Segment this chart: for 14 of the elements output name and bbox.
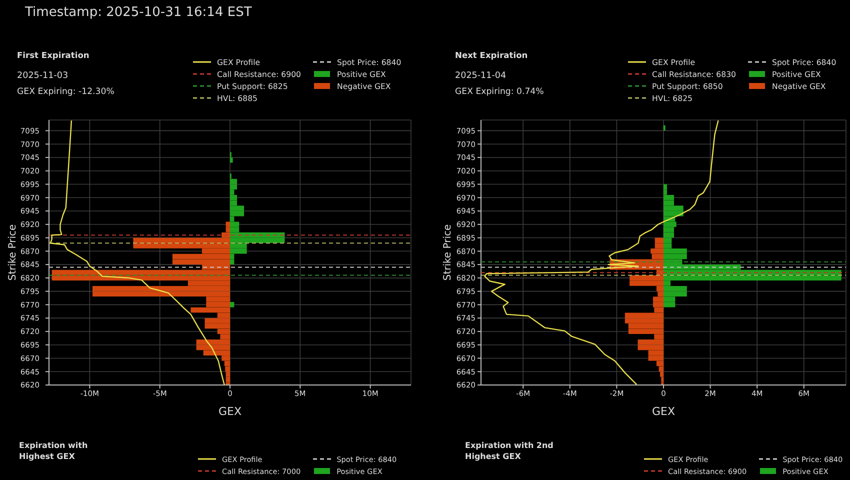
x-axis-title: GEX [652,405,676,418]
text: Expiration with 2nd Highest GEX [465,441,554,462]
chart-title: First Expiration [17,50,90,60]
chart-title: Next Expiration [455,50,528,60]
chart-subtitle: 2025-11-03 [17,71,68,81]
text: GEX Expiring: -12.30% [17,87,114,97]
text: Timestamp: 2025-10-31 16:14 EST [25,5,252,20]
y-axis-title: Strike Price [8,224,19,281]
x-axis-title: GEX [218,405,242,418]
text: Expiration with Highest GEX [19,441,88,462]
bar [230,302,234,308]
y-axis-title: Strike Price [442,224,454,281]
text: GEX Expiring: 0.74% [455,87,544,97]
chart-subtitle: 2025-11-04 [455,71,506,81]
